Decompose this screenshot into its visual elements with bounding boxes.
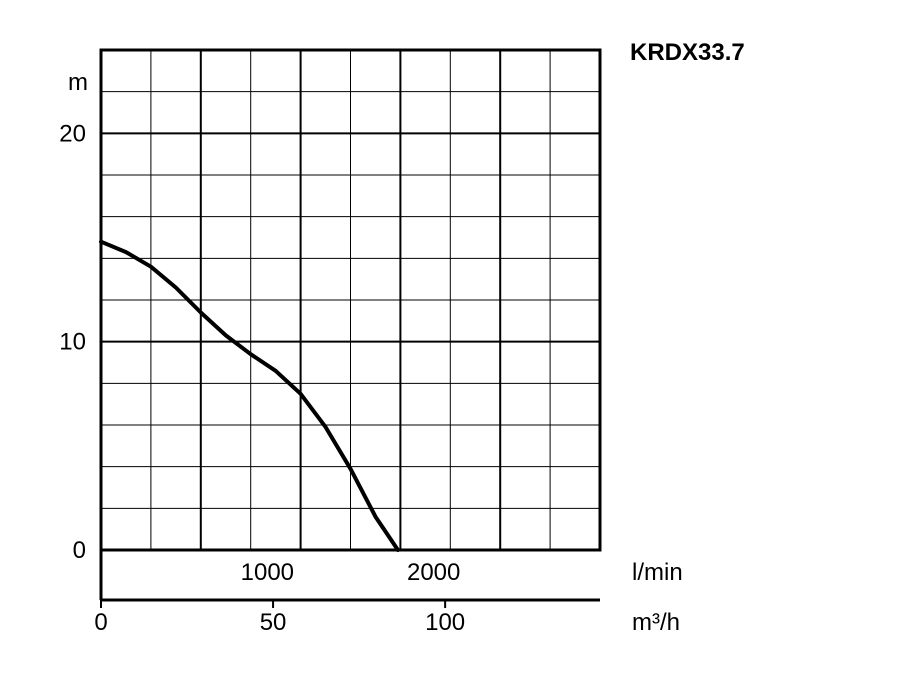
grid xyxy=(101,50,600,550)
x-tick-label-m3h: 50 xyxy=(260,609,287,636)
x-tick-label-m3h: 100 xyxy=(425,609,465,636)
plot-frame xyxy=(99,48,602,552)
y-axis-label: m xyxy=(68,69,88,96)
x-axis-lmin-label: l/min xyxy=(632,559,683,586)
x-tick-label-lmin: 2000 xyxy=(407,559,460,586)
pump-curve-line xyxy=(99,239,400,552)
x-tick-label-lmin: 1000 xyxy=(241,559,294,586)
chart-title: KRDX33.7 xyxy=(630,39,745,66)
x-axis-m3h-label: m³/h xyxy=(632,609,680,636)
y-tick-label: 0 xyxy=(73,537,86,564)
x-tick-label-m3h: 0 xyxy=(94,609,107,636)
curve-layer xyxy=(99,239,400,552)
y-tick-label: 20 xyxy=(59,120,86,147)
y-tick-label: 10 xyxy=(59,329,86,356)
axis-layer: 0 10 20 1000 2000 0 50 100 xyxy=(59,120,600,636)
